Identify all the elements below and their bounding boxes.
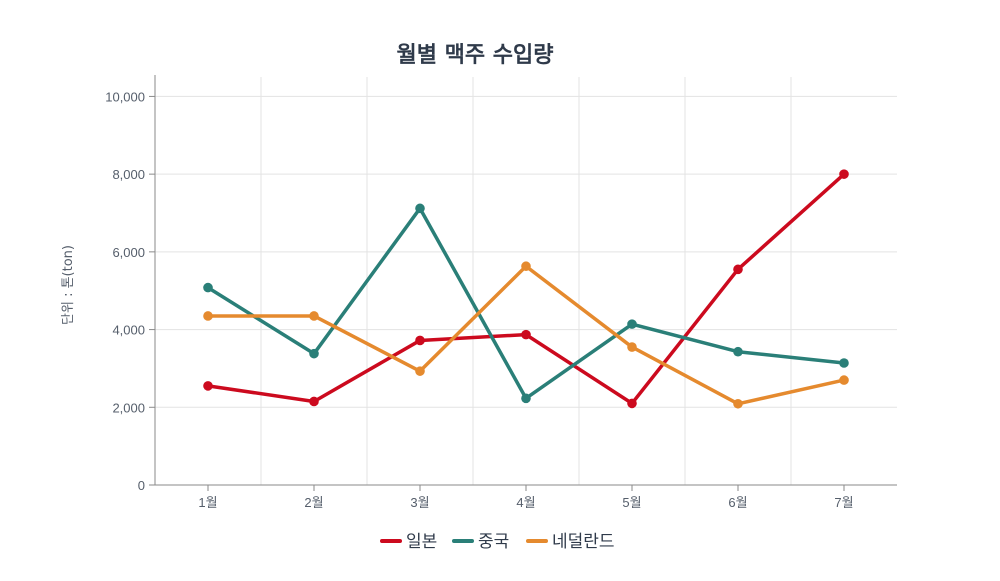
data-point	[309, 348, 319, 359]
data-point	[309, 311, 319, 321]
x-tick-label: 5월	[622, 495, 641, 510]
chart-title: 월별 맥주 수입량	[397, 43, 554, 68]
x-tick-label: 4월	[516, 495, 535, 510]
legend-label: 일본	[406, 532, 437, 552]
data-point	[203, 311, 213, 321]
y-tick-label: 0	[138, 478, 145, 493]
data-point	[415, 366, 425, 376]
grid	[155, 77, 897, 485]
series-2	[203, 203, 849, 404]
series-line	[206, 206, 846, 401]
x-tick-label: 3월	[410, 495, 429, 510]
legend-item: 중국	[452, 532, 509, 552]
data-point	[733, 346, 743, 357]
data-point	[733, 398, 743, 409]
data-point	[839, 358, 849, 368]
data-point	[521, 329, 531, 340]
series-lines	[203, 169, 849, 409]
data-point	[839, 169, 849, 179]
y-tick-label: 4,000	[112, 323, 145, 338]
y-tick-label: 2,000	[112, 400, 145, 415]
series-line	[206, 172, 846, 406]
data-point	[203, 381, 213, 391]
data-point	[627, 398, 637, 409]
series-1	[203, 169, 849, 409]
data-point	[521, 393, 531, 404]
legend-item: 일본	[380, 532, 437, 552]
y-axis-label: 단위 : 톤(ton)	[61, 245, 76, 325]
data-point	[415, 203, 425, 214]
y-tick-label: 8,000	[112, 167, 145, 182]
series-3	[203, 261, 849, 409]
data-point	[839, 375, 849, 385]
data-point	[309, 396, 319, 407]
data-point	[521, 261, 531, 272]
x-tick-label: 6월	[728, 495, 747, 510]
axes: 0 2,000 4,000 6,000 8,000 10,000 1월 2월 3월 4월 5월 6월 7…	[105, 75, 897, 510]
x-tick-label: 1월	[198, 495, 217, 510]
legend-label: 중국	[478, 532, 509, 552]
data-point	[627, 319, 637, 329]
x-tick-label: 2월	[304, 495, 323, 510]
data-point	[415, 335, 425, 346]
y-tick-label: 10,000	[105, 89, 145, 104]
data-point	[627, 342, 637, 352]
legend: 일본 중국 네덜란드	[380, 532, 615, 552]
data-point	[733, 264, 743, 275]
y-tick-label: 6,000	[112, 245, 145, 260]
x-tick-label: 7월	[834, 495, 853, 510]
legend-item: 네덜란드	[526, 532, 615, 552]
data-point	[203, 282, 213, 293]
legend-label: 네덜란드	[552, 532, 615, 552]
